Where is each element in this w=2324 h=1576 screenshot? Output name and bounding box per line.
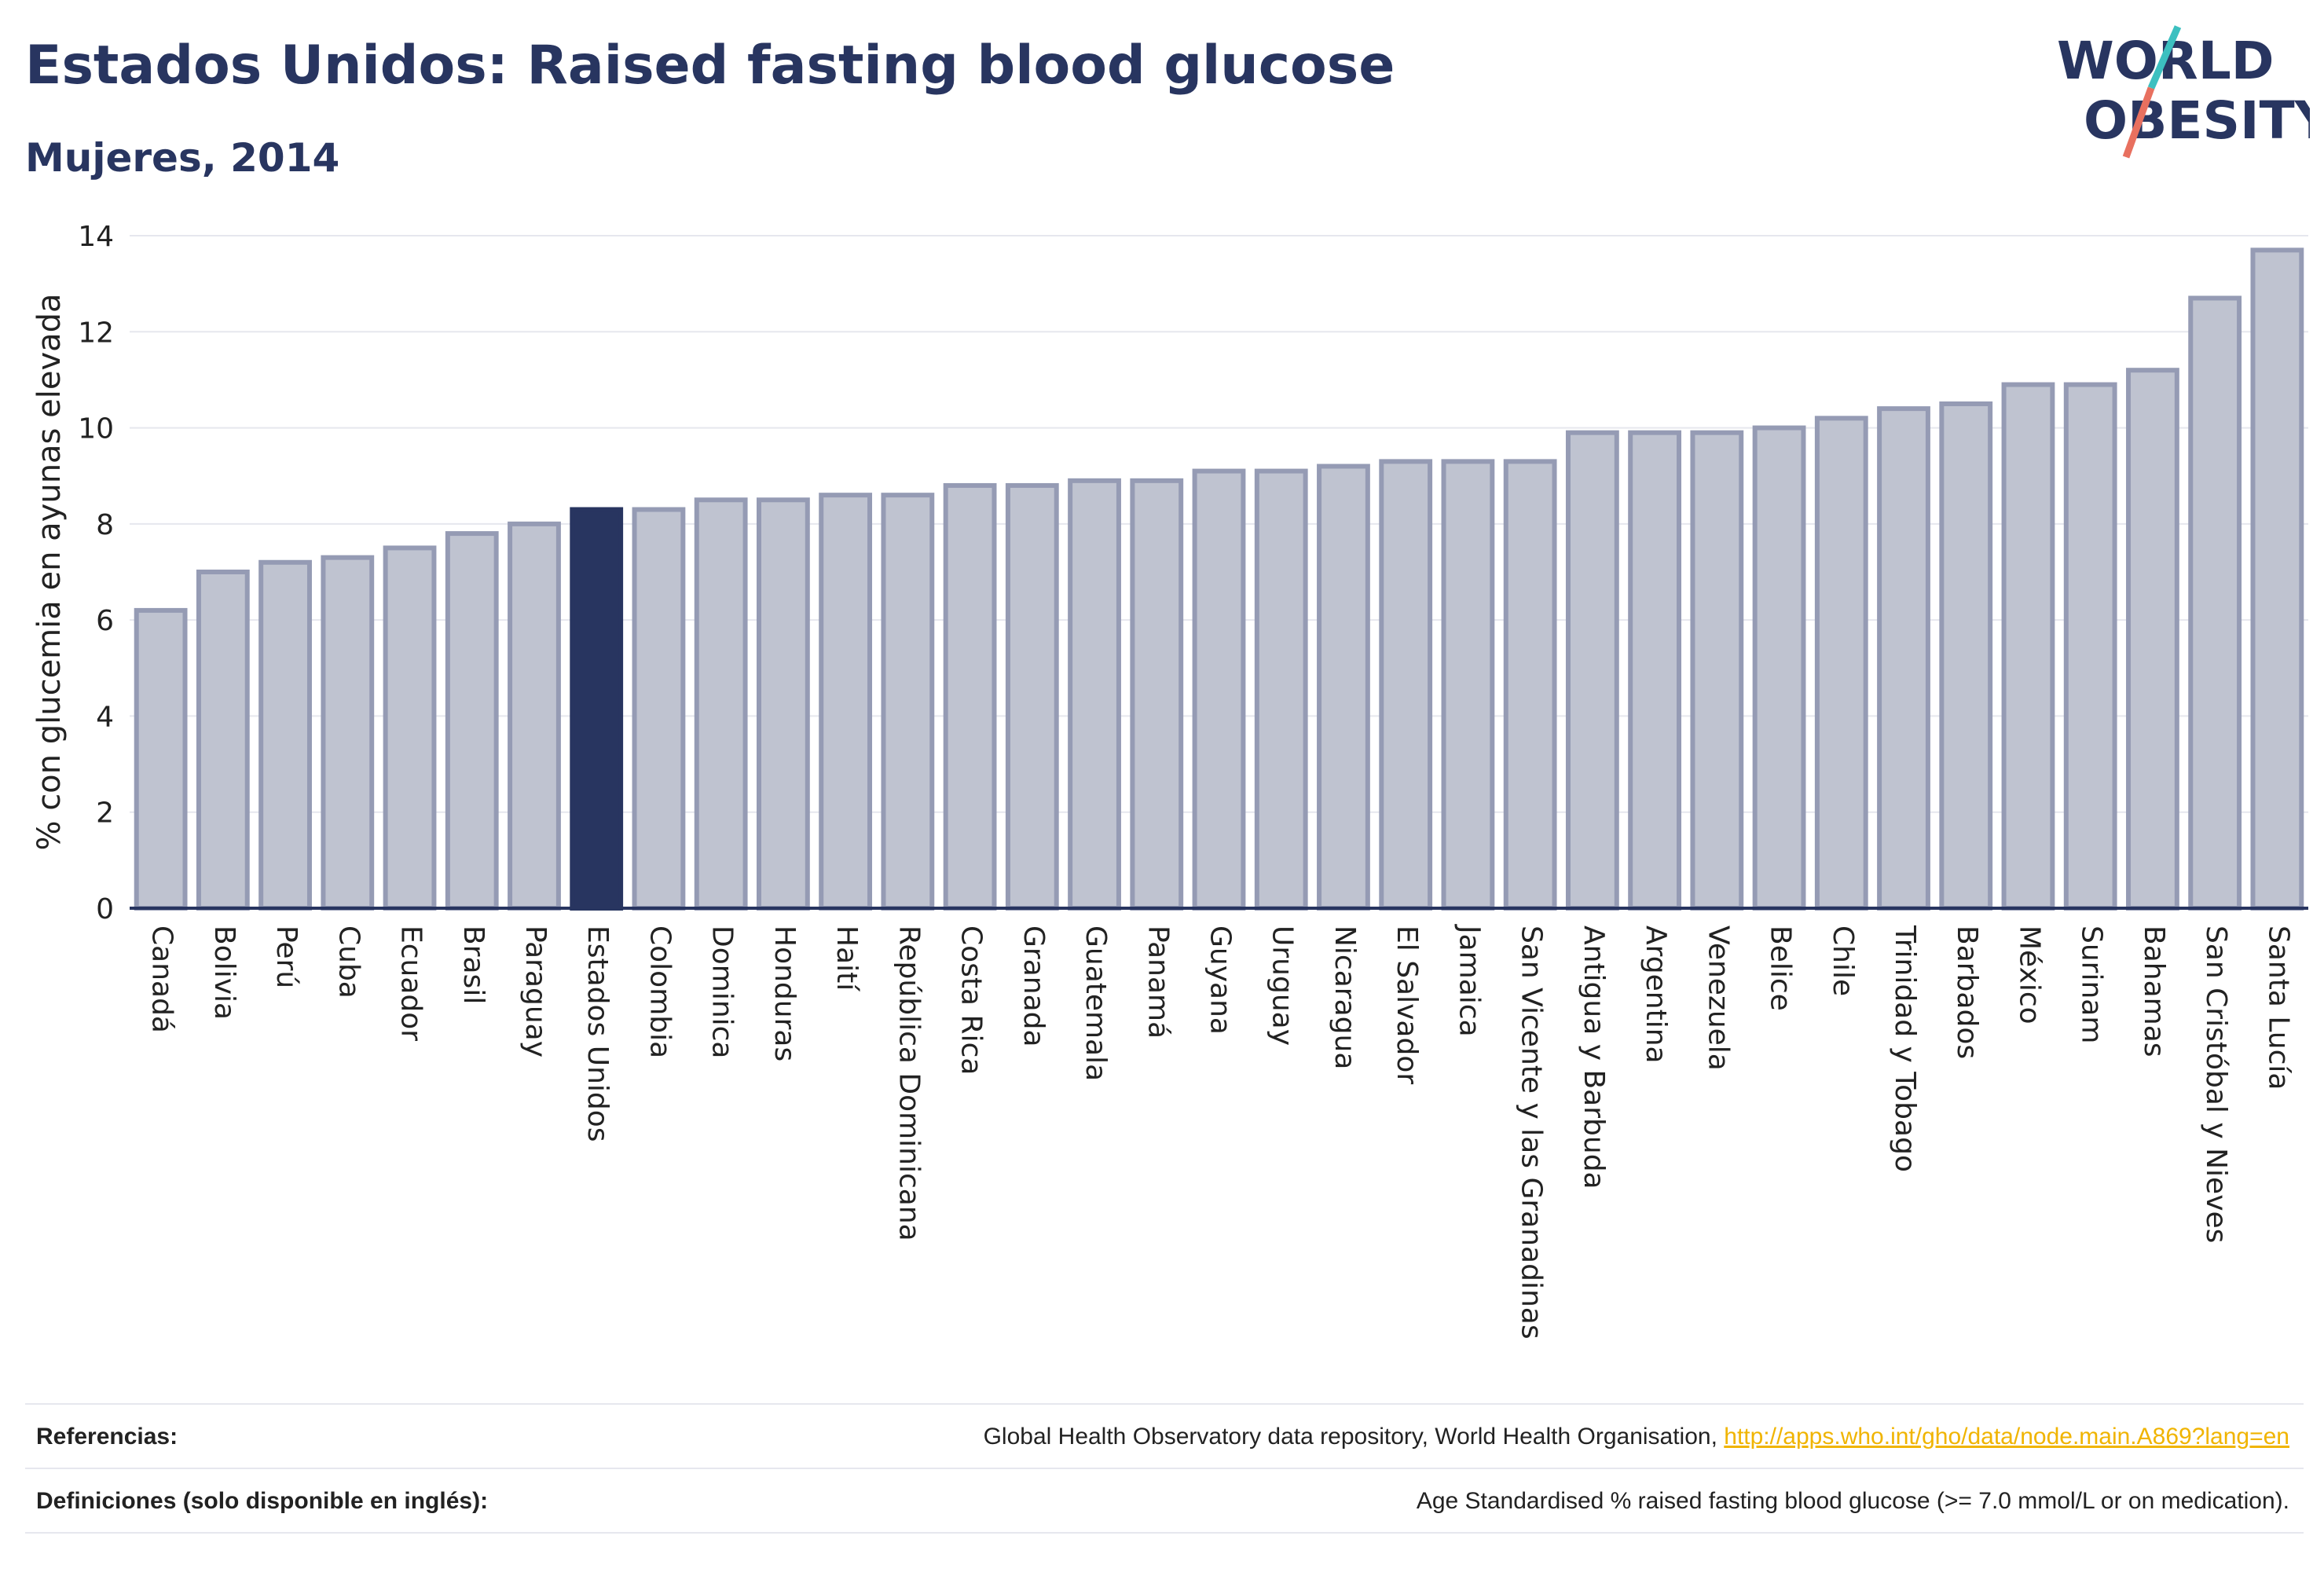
x-tick-label: Trinidad y Tobago <box>1889 925 1921 1172</box>
bar <box>1814 416 1868 911</box>
y-axis-label: % con glucemia en ayunas elevada <box>31 293 68 850</box>
x-tick-label: Perú <box>270 925 302 988</box>
y-tick-label: 2 <box>96 797 114 830</box>
bar <box>134 607 188 911</box>
x-tick-label: Santa Lucía <box>2262 925 2294 1090</box>
bar <box>196 570 250 911</box>
x-tick-label: Bolivia <box>208 925 240 1020</box>
x-tick-label: San Cristóbal y Nieves <box>2200 925 2232 1243</box>
world-obesity-logo: WORLD OBESITY <box>2057 25 2310 159</box>
x-tick-label: Colombia <box>643 925 676 1058</box>
x-tick-label: Jamaica <box>1453 924 1485 1037</box>
x-tick-label: Barbados <box>1951 925 1983 1059</box>
x-tick-label: Guyana <box>1204 925 1237 1035</box>
references-text: Global Health Observatory data repositor… <box>983 1424 1725 1450</box>
bar <box>1752 425 1806 911</box>
bar <box>1254 468 1308 911</box>
logo-line2: OBESITY <box>2084 90 2310 151</box>
bar <box>1317 464 1370 911</box>
bar <box>1503 459 1557 911</box>
definitions-value: Age Standardised % raised fasting blood … <box>1416 1488 2289 1514</box>
y-tick-label: 8 <box>96 509 114 541</box>
x-tick-label: Uruguay <box>1266 925 1299 1046</box>
logo-slash-bottom <box>2122 86 2155 159</box>
bar <box>321 555 375 911</box>
bar <box>632 507 686 911</box>
y-tick-label: 14 <box>78 221 114 253</box>
y-tick-label: 0 <box>96 893 114 925</box>
footer-divider-bottom <box>25 1532 2304 1534</box>
bar <box>1690 430 1744 911</box>
x-tick-label: Belice <box>1765 925 1797 1011</box>
bar <box>819 493 873 911</box>
page-title: Estados Unidos: Raised fasting blood glu… <box>25 35 1395 97</box>
bar <box>2063 382 2117 911</box>
y-tick-label: 4 <box>96 701 114 733</box>
bar <box>1441 459 1495 911</box>
x-tick-label: Nicaragua <box>1329 925 1361 1069</box>
references-value: Global Health Observatory data repositor… <box>984 1424 2289 1450</box>
definitions-label: Definiciones (solo disponible en inglés)… <box>36 1488 489 1514</box>
x-tick-label: República Dominicana <box>893 925 925 1241</box>
bar <box>383 545 437 911</box>
bar <box>1130 478 1184 911</box>
x-tick-label: Bahamas <box>2138 925 2170 1057</box>
x-tick-label: Guatemala <box>1080 925 1112 1081</box>
x-tick-label: Surinam <box>2076 925 2108 1043</box>
y-tick-label: 12 <box>78 317 114 349</box>
bar <box>508 521 561 911</box>
x-tick-label: El Salvador <box>1391 925 1423 1084</box>
bar <box>1379 459 1433 911</box>
x-tick-label: San Vicente y las Granadinas <box>1516 925 1548 1340</box>
x-tick-label: Venezuela <box>1702 925 1734 1071</box>
bar <box>1939 401 1993 911</box>
bar <box>258 559 312 911</box>
x-tick-label: Argentina <box>1640 925 1672 1064</box>
x-tick-label: Estados Unidos <box>581 925 614 1142</box>
x-tick-label: Granada <box>1017 925 1050 1047</box>
bar <box>1192 468 1246 911</box>
x-tick-label: Paraguay <box>519 925 552 1057</box>
y-tick-label: 10 <box>78 413 114 445</box>
x-tick-label: Costa Rica <box>955 925 988 1075</box>
page-subtitle: Mujeres, 2014 <box>25 135 340 181</box>
x-tick-label: Panamá <box>1142 925 1174 1039</box>
x-tick-label: Antigua y Barbuda <box>1578 925 1610 1189</box>
references-link[interactable]: http://apps.who.int/gho/data/node.main.A… <box>1724 1424 2289 1450</box>
logo-slash-top <box>2147 25 2182 90</box>
x-tick-label: Haití <box>830 925 863 991</box>
bar <box>2250 247 2304 911</box>
bar <box>694 497 748 911</box>
bar <box>1877 406 1930 911</box>
bar-chart: 0 2 4 6 8 10 12 14 % con glucemia en ayunas elev… <box>31 221 2308 1340</box>
x-tick-label: Honduras <box>768 925 801 1061</box>
x-tick-label: Brasil <box>457 925 489 1004</box>
bar <box>1068 478 1121 911</box>
x-tick-label: Chile <box>1827 925 1859 996</box>
bar-highlighted <box>570 507 624 911</box>
bar <box>2188 295 2242 911</box>
bar <box>757 497 810 911</box>
bar <box>1565 430 1619 911</box>
bar <box>1005 482 1059 911</box>
y-tick-label: 6 <box>96 605 114 637</box>
x-tick-label: Ecuador <box>395 925 427 1041</box>
footer-divider-top <box>25 1403 2304 1405</box>
x-tick-label: México <box>2013 925 2045 1024</box>
x-tick-label: Cuba <box>332 925 365 999</box>
bar <box>881 493 935 911</box>
bar <box>445 531 499 911</box>
bar <box>943 482 997 911</box>
x-tick-label: Dominica <box>706 925 739 1059</box>
references-label: Referencias: <box>36 1424 178 1450</box>
bar <box>2126 368 2179 911</box>
footer-divider-middle <box>25 1468 2304 1469</box>
bar <box>1628 430 1681 911</box>
x-tick-label: Canadá <box>146 925 178 1033</box>
bar <box>2001 382 2055 911</box>
